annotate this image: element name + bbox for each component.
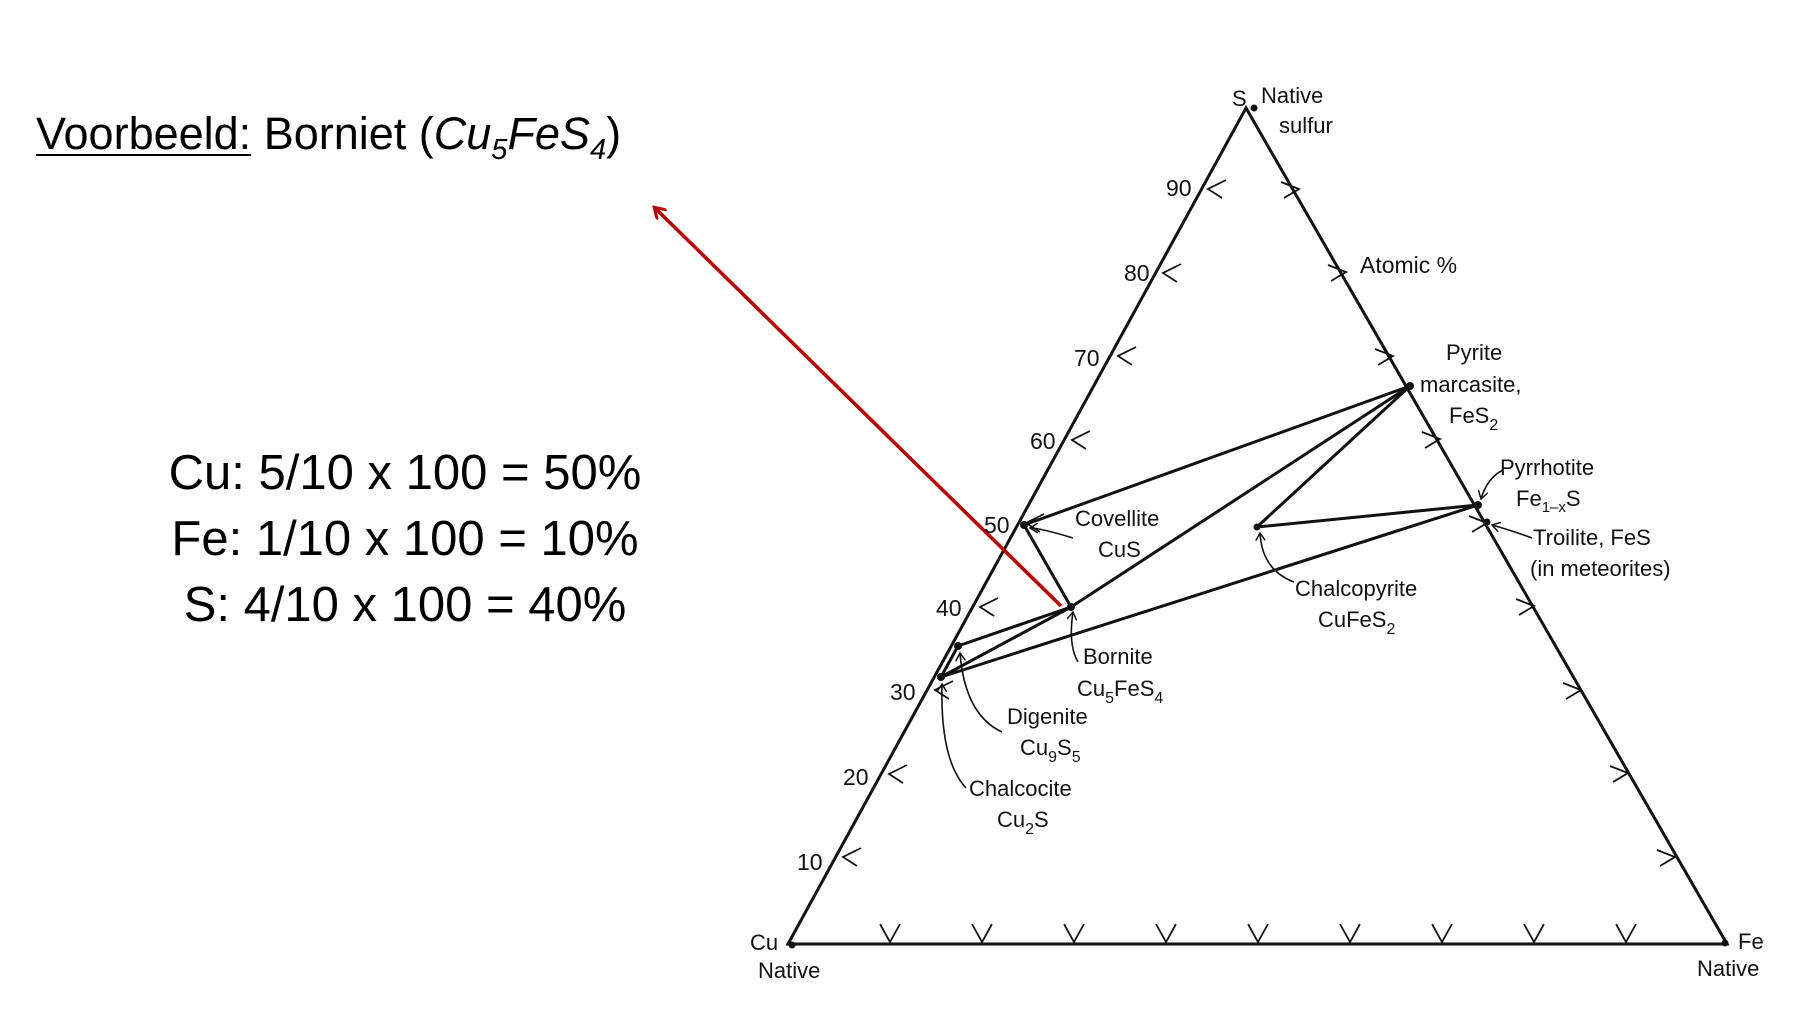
title-formula-cu: Cu <box>433 108 492 159</box>
left-edge-ticks <box>841 179 1227 867</box>
tick-label-90: 90 <box>1166 175 1192 201</box>
phase-points <box>788 104 1729 949</box>
calc-line-cu: Cu: 5/10 x 100 = 50% <box>168 446 642 500</box>
title-mineral-name: Borniet ( <box>251 108 434 159</box>
bornite-label-1: Bornite <box>1083 644 1153 669</box>
apex-s-label: S <box>1232 86 1247 111</box>
tick-label-10: 10 <box>797 849 823 875</box>
corner-fe-note: Native <box>1697 956 1759 981</box>
atomic-percent-label: Atomic % <box>1360 252 1457 278</box>
corner-cu-note: Native <box>758 958 820 983</box>
calc-line-fe: Fe: 1/10 x 100 = 10% <box>171 512 639 566</box>
red-pointer-arrow <box>655 208 1063 608</box>
pyrite-label-3: FeS2 <box>1449 403 1498 434</box>
mineral-labels: Pyrite marcasite, FeS2 Pyrrhotite Fe1–xS… <box>969 340 1671 838</box>
title-formula: Cu5FeS4 <box>433 108 606 166</box>
tick-label-60: 60 <box>1030 428 1056 454</box>
label-leaders <box>942 469 1533 789</box>
right-edge-ticks <box>1280 181 1678 867</box>
troilite-label-2: (in meteorites) <box>1530 556 1671 581</box>
tick-label-70: 70 <box>1074 345 1100 371</box>
pyrite-label-2: marcasite, <box>1420 372 1521 397</box>
pyrite-label-1: Pyrite <box>1446 340 1502 365</box>
corner-fe-label: Fe <box>1738 929 1764 954</box>
corner-cu-label: Cu <box>750 930 778 955</box>
chalcopyrite-label-2: CuFeS2 <box>1318 607 1395 638</box>
tick-label-40: 40 <box>936 595 962 621</box>
bottom-edge-ticks <box>879 923 1637 944</box>
tie-lines <box>939 384 1479 679</box>
apex-s-note-native: Native <box>1261 83 1323 108</box>
chalcopyrite-label-1: Chalcopyrite <box>1295 576 1417 601</box>
bornite-label-2: Cu5FeS4 <box>1077 676 1163 707</box>
calculation-block: Cu: 5/10 x 100 = 50% Fe: 1/10 x 100 = 10… <box>130 440 680 638</box>
tick-label-20: 20 <box>843 764 869 790</box>
title-formula-sub2: 4 <box>589 134 607 166</box>
tick-label-30: 30 <box>890 679 916 705</box>
title-example-label: Voorbeeld: <box>36 108 252 159</box>
tick-label-50: 50 <box>984 512 1010 538</box>
apex-s-note-sulfur: sulfur <box>1279 113 1333 138</box>
slide-title: Voorbeeld: Borniet (Cu5FeS4) <box>36 108 621 167</box>
title-close-paren: ) <box>606 108 622 159</box>
calc-line-s: S: 4/10 x 100 = 40% <box>183 578 627 632</box>
tick-label-80: 80 <box>1124 260 1150 286</box>
pyrrhotite-label-1: Pyrrhotite <box>1500 455 1594 480</box>
title-formula-fes: FeS <box>507 108 590 159</box>
pyrrhotite-label-2: Fe1–xS <box>1516 486 1581 516</box>
triangle-outline <box>785 104 1730 946</box>
title-formula-sub1: 5 <box>491 134 508 166</box>
digenite-label-2: Cu9S5 <box>1020 735 1081 766</box>
tick-labels: 90 80 70 60 50 40 30 20 10 <box>797 175 1192 875</box>
chalcocite-label-2: Cu2S <box>997 807 1049 838</box>
covellite-label-2: CuS <box>1098 537 1141 562</box>
covellite-label-1: Covellite <box>1075 506 1159 531</box>
troilite-label-1: Troilite, FeS <box>1533 525 1651 550</box>
digenite-label-1: Digenite <box>1007 704 1088 729</box>
chalcocite-label-1: Chalcocite <box>969 776 1072 801</box>
